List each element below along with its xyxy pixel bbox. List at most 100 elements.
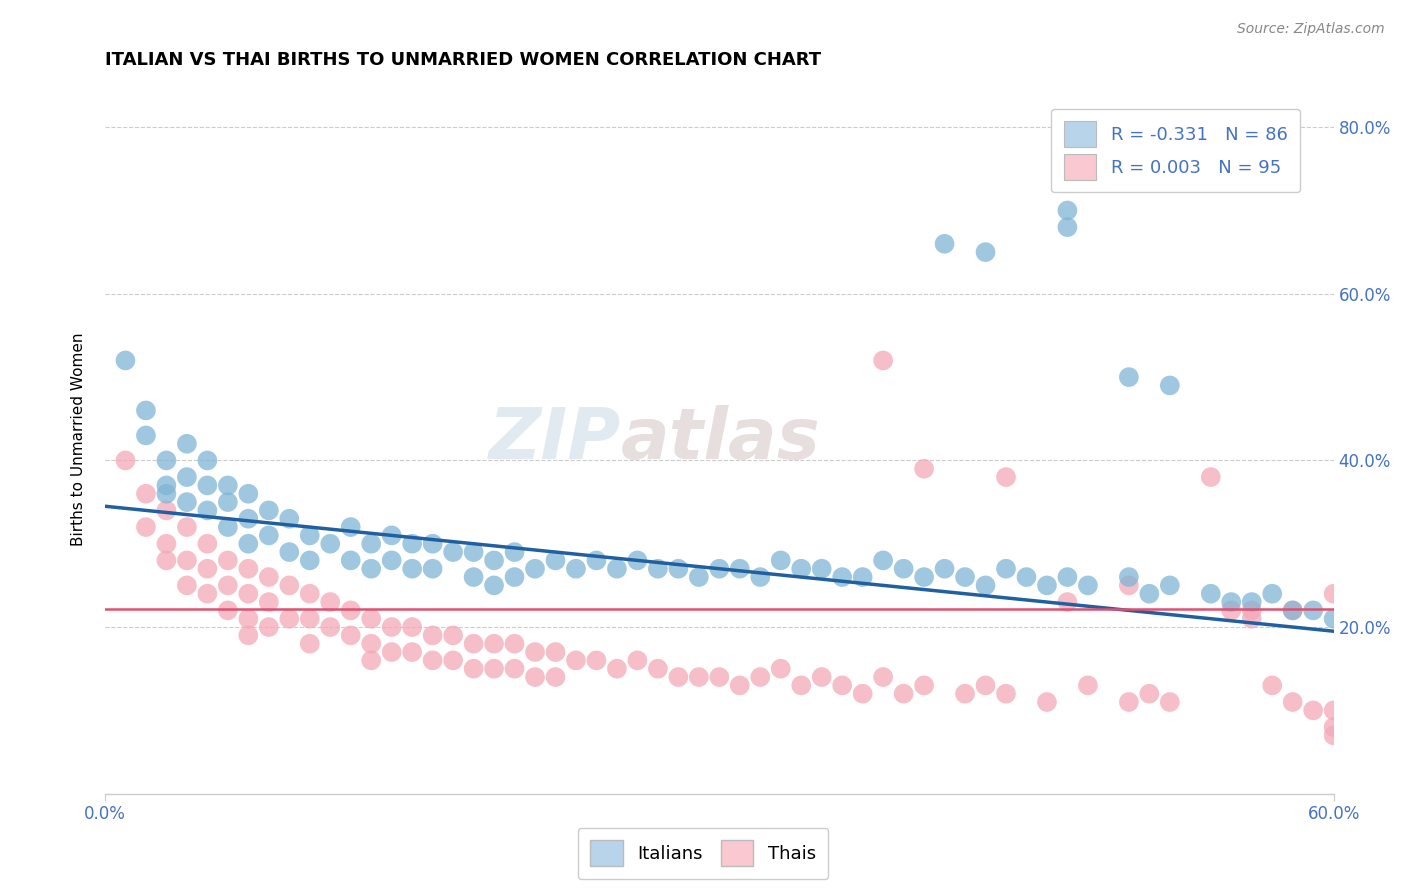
Point: [278, 545, 301, 559]
Point: [482, 637, 505, 651]
Point: [195, 453, 218, 467]
Point: [1159, 378, 1181, 392]
Text: ZIP: ZIP: [489, 405, 621, 474]
Point: [360, 537, 382, 551]
Point: [749, 570, 772, 584]
Point: [319, 537, 342, 551]
Point: [381, 528, 404, 542]
Point: [1036, 695, 1059, 709]
Point: [482, 553, 505, 567]
Point: [278, 612, 301, 626]
Point: [1302, 703, 1324, 717]
Point: [195, 562, 218, 576]
Point: [463, 570, 485, 584]
Point: [135, 428, 157, 442]
Point: [381, 645, 404, 659]
Point: [606, 662, 628, 676]
Point: [339, 520, 361, 534]
Y-axis label: Births to Unmarried Women: Births to Unmarried Women: [72, 333, 86, 546]
Point: [769, 553, 792, 567]
Point: [298, 587, 321, 601]
Point: [585, 553, 607, 567]
Point: [1302, 603, 1324, 617]
Point: [238, 487, 260, 501]
Point: [831, 678, 853, 692]
Point: [1261, 587, 1284, 601]
Point: [647, 662, 669, 676]
Point: [544, 645, 567, 659]
Point: [298, 553, 321, 567]
Point: [1137, 687, 1160, 701]
Point: [298, 612, 321, 626]
Point: [1015, 570, 1038, 584]
Point: [114, 353, 136, 368]
Point: [155, 478, 177, 492]
Point: [852, 687, 875, 701]
Point: [195, 478, 218, 492]
Point: [790, 562, 813, 576]
Point: [176, 553, 198, 567]
Point: [298, 528, 321, 542]
Point: [974, 578, 997, 592]
Point: [238, 628, 260, 642]
Point: [176, 495, 198, 509]
Point: [238, 537, 260, 551]
Point: [995, 687, 1018, 701]
Point: [974, 678, 997, 692]
Point: [339, 553, 361, 567]
Point: [195, 537, 218, 551]
Point: [463, 545, 485, 559]
Point: [1261, 678, 1284, 692]
Point: [1118, 578, 1140, 592]
Point: [1323, 612, 1346, 626]
Point: [257, 503, 280, 517]
Point: [585, 653, 607, 667]
Point: [831, 570, 853, 584]
Point: [503, 570, 526, 584]
Point: [1199, 470, 1222, 484]
Point: [953, 687, 976, 701]
Point: [1240, 612, 1263, 626]
Text: Source: ZipAtlas.com: Source: ZipAtlas.com: [1237, 22, 1385, 37]
Point: [238, 512, 260, 526]
Point: [401, 537, 423, 551]
Point: [1323, 720, 1346, 734]
Point: [1323, 703, 1346, 717]
Point: [872, 670, 894, 684]
Point: [381, 620, 404, 634]
Point: [1323, 587, 1346, 601]
Point: [626, 653, 648, 667]
Point: [974, 245, 997, 260]
Point: [769, 662, 792, 676]
Point: [482, 578, 505, 592]
Point: [1036, 578, 1059, 592]
Point: [278, 512, 301, 526]
Point: [852, 570, 875, 584]
Point: [934, 562, 956, 576]
Point: [441, 545, 464, 559]
Point: [422, 537, 444, 551]
Point: [1056, 220, 1078, 235]
Point: [463, 662, 485, 676]
Point: [441, 628, 464, 642]
Point: [339, 628, 361, 642]
Point: [339, 603, 361, 617]
Point: [217, 478, 239, 492]
Point: [360, 637, 382, 651]
Point: [482, 662, 505, 676]
Point: [503, 545, 526, 559]
Point: [298, 637, 321, 651]
Point: [257, 570, 280, 584]
Point: [217, 520, 239, 534]
Point: [155, 537, 177, 551]
Point: [544, 553, 567, 567]
Point: [278, 578, 301, 592]
Point: [195, 503, 218, 517]
Point: [238, 587, 260, 601]
Point: [176, 470, 198, 484]
Point: [1077, 678, 1099, 692]
Point: [893, 562, 915, 576]
Point: [1137, 587, 1160, 601]
Text: atlas: atlas: [621, 405, 821, 474]
Point: [155, 503, 177, 517]
